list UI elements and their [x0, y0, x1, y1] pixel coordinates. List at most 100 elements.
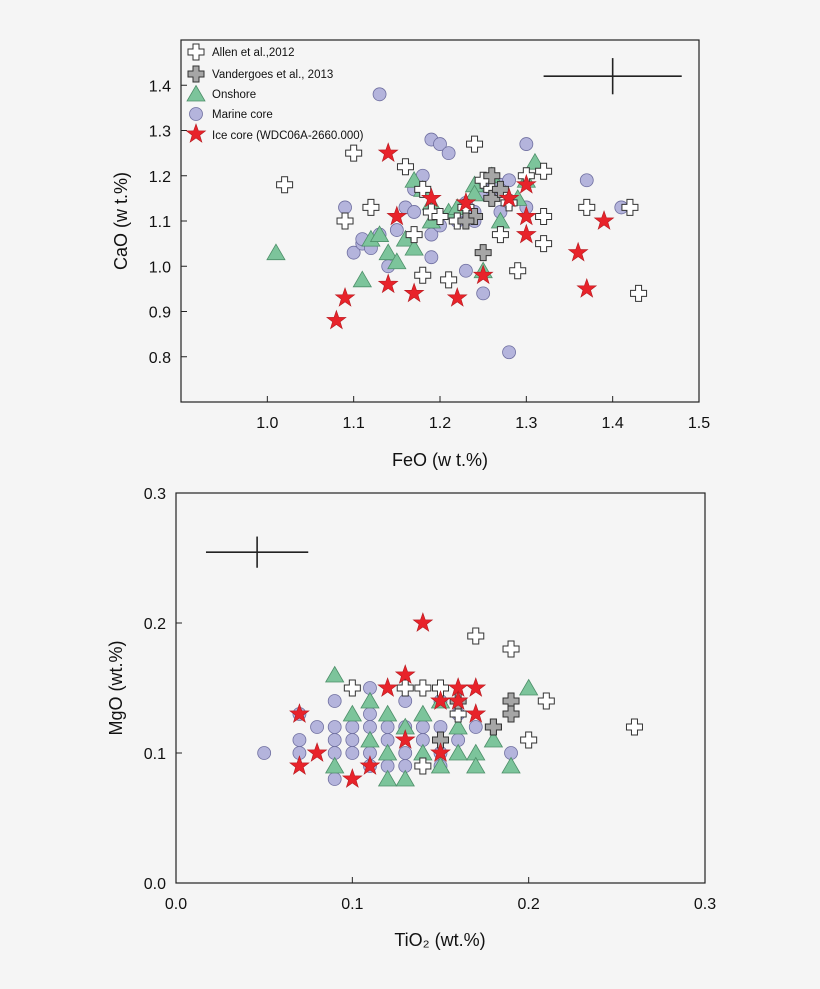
point-circle	[345, 746, 360, 760]
legend: Allen et al.,2012 Vandergoes et al., 201…	[185, 43, 364, 143]
point-star	[377, 677, 398, 697]
y-tick-label: 1.3	[149, 124, 171, 141]
point-triangle	[501, 757, 521, 774]
point-cross-white	[625, 718, 643, 736]
error-bar	[543, 58, 682, 95]
point-circle	[502, 173, 516, 188]
point-star	[326, 310, 347, 330]
y-tick-label: 1.0	[149, 259, 171, 276]
point-cross-white	[467, 627, 485, 645]
point-circle	[327, 720, 342, 734]
point-circle	[257, 746, 272, 760]
point-circle	[327, 772, 342, 786]
y-axis-title: MgO (wt.%)	[106, 640, 126, 735]
x-tick-label: 1.4	[602, 415, 624, 432]
x-tick-label: 1.2	[429, 415, 451, 432]
x-tick-label: 0.1	[341, 896, 363, 913]
legend-item-marine: Marine core	[189, 107, 273, 121]
point-circle	[415, 720, 430, 734]
point-cross-white	[343, 679, 361, 697]
point-cross-white	[535, 235, 553, 253]
point-star	[516, 224, 537, 244]
point-triangle	[378, 770, 398, 787]
point-circle	[292, 733, 307, 747]
point-star	[404, 282, 425, 302]
point-cross-grey	[484, 718, 502, 736]
point-star	[307, 742, 328, 762]
point-cross-white	[414, 266, 432, 284]
point-triangle	[342, 705, 362, 722]
point-circle	[345, 733, 360, 747]
legend-cross-grey-icon	[187, 65, 205, 83]
point-cross-white	[345, 144, 363, 162]
x-tick-label: 0.3	[694, 896, 716, 913]
point-circle	[433, 137, 447, 151]
point-circle	[441, 146, 456, 161]
legend-label: Vandergoes et al., 2013	[212, 69, 333, 81]
point-triangle	[360, 731, 380, 748]
point-circle	[458, 263, 473, 278]
legend-circle-icon	[189, 107, 203, 121]
point-cross-white	[336, 212, 354, 230]
point-star	[447, 287, 468, 307]
point-circle	[424, 250, 439, 265]
chart-mgo-tio2: 0.0 0.1 0.2 0.3 0.0 0.1 0.2 0.3 TiO₂ (wt.%) Mg…	[106, 486, 716, 950]
x-tick-label: 1.5	[688, 415, 710, 432]
legend-triangle-icon	[186, 85, 206, 102]
legend-label: Marine core	[212, 109, 273, 121]
point-cross-white	[491, 226, 509, 244]
point-star	[594, 210, 615, 230]
point-triangle	[325, 757, 345, 774]
point-circle	[502, 345, 516, 360]
y-tick-label: 0.1	[144, 746, 166, 763]
data-points	[266, 87, 648, 360]
point-cross-white	[537, 692, 555, 710]
x-axis-title: TiO₂ (wt.%)	[394, 930, 485, 950]
x-tick-label: 1.1	[343, 415, 365, 432]
y-ticks: 0.8 0.9 1.0 1.1 1.2 1.3 1.4	[149, 78, 187, 367]
y-ticks: 0.0 0.1 0.2 0.3	[144, 486, 182, 893]
x-axis-title: FeO (w t.%)	[392, 450, 488, 470]
legend-cross-white-icon	[187, 43, 205, 61]
legend-label: Allen et al.,2012	[212, 47, 294, 59]
point-triangle	[325, 666, 345, 683]
point-circle	[476, 286, 491, 301]
point-triangle	[490, 212, 510, 229]
point-circle	[363, 707, 377, 721]
point-circle	[346, 245, 361, 260]
y-tick-label: 1.1	[149, 214, 171, 231]
point-triangle	[352, 270, 372, 288]
data-points	[257, 612, 643, 788]
point-circle	[327, 694, 342, 708]
point-star	[378, 273, 399, 293]
point-cross-white	[414, 679, 432, 697]
x-tick-label: 0.0	[165, 896, 187, 913]
point-circle	[389, 223, 404, 237]
x-tick-label: 1.3	[515, 415, 537, 432]
legend-item-ice: Ice core (WDC06A-2660.000)	[185, 123, 364, 143]
point-star	[465, 703, 486, 723]
point-cross-white	[362, 198, 380, 216]
plot-frame	[175, 492, 706, 884]
chart-cao-feo: 1.0 1.1 1.2 1.3 1.4 1.5 0.8 0.9 1.0 1.1 1.2 1.3 1.4…	[111, 39, 710, 470]
point-circle	[327, 733, 342, 747]
legend-item-allen: Allen et al.,2012	[187, 43, 294, 61]
point-circle	[579, 173, 594, 188]
legend-label: Ice core (WDC06A-2660.000)	[212, 130, 364, 142]
point-circle	[468, 720, 483, 734]
point-cross-white	[440, 271, 458, 289]
point-cross-white	[578, 198, 596, 216]
point-star	[335, 287, 356, 307]
point-triangle	[360, 692, 380, 709]
point-cross-white	[535, 207, 553, 225]
point-triangle	[378, 705, 398, 722]
y-tick-label: 0.9	[149, 305, 171, 322]
x-tick-label: 0.2	[518, 896, 540, 913]
legend-label: Onshore	[212, 89, 256, 101]
y-axis-title: CaO (w t.%)	[111, 172, 131, 270]
point-circle	[345, 720, 360, 734]
point-cross-grey	[502, 705, 520, 723]
point-cross-white	[396, 158, 414, 176]
point-triangle	[266, 243, 286, 261]
